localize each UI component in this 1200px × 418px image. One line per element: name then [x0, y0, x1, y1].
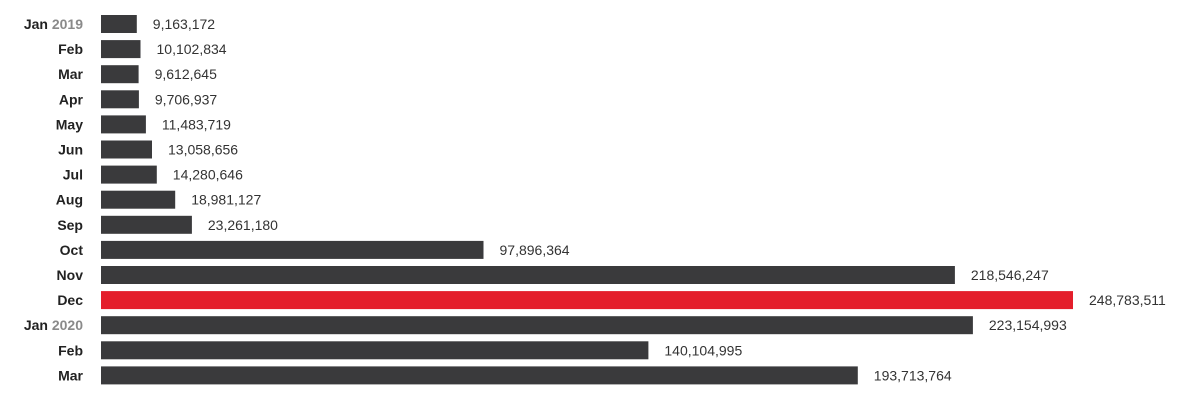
- category-month-10: Nov: [57, 267, 84, 283]
- category-month-11: Dec: [57, 292, 83, 308]
- value-label-8: 23,261,180: [208, 217, 278, 233]
- value-label-3: 9,706,937: [155, 91, 217, 107]
- category-month-2: Mar: [58, 66, 83, 82]
- bar-12: [101, 316, 973, 335]
- bar-13: [101, 341, 649, 360]
- value-label-1: 10,102,834: [157, 41, 227, 57]
- category-label-3: Apr: [59, 91, 84, 107]
- category-month-7: Aug: [56, 192, 83, 208]
- bar-2: [101, 65, 139, 84]
- bar-0: [101, 15, 137, 33]
- category-label-12: Jan 2020: [24, 317, 83, 333]
- bar-5: [101, 140, 152, 159]
- category-month-4: May: [56, 116, 83, 132]
- value-label-0: 9,163,172: [153, 16, 215, 32]
- value-label-7: 18,981,127: [191, 192, 261, 208]
- category-label-7: Aug: [56, 192, 83, 208]
- category-label-0: Jan 2019: [24, 16, 83, 32]
- bar-10: [101, 266, 955, 284]
- bar-14: [101, 366, 858, 385]
- category-month-6: Jul: [63, 167, 83, 183]
- category-month-8: Sep: [57, 217, 83, 233]
- category-label-9: Oct: [60, 242, 84, 258]
- category-month-14: Mar: [58, 367, 83, 383]
- value-label-5: 13,058,656: [168, 142, 238, 158]
- value-label-2: 9,612,645: [155, 66, 217, 82]
- bar-11: [101, 291, 1073, 310]
- category-label-14: Mar: [58, 367, 83, 383]
- bar-8: [101, 215, 192, 234]
- category-month-0: Jan: [24, 16, 48, 32]
- category-month-9: Oct: [60, 242, 84, 258]
- category-month-3: Apr: [59, 91, 84, 107]
- category-label-11: Dec: [57, 292, 83, 308]
- value-label-13: 140,104,995: [664, 342, 742, 358]
- category-month-5: Jun: [58, 142, 83, 158]
- value-label-10: 218,546,247: [971, 267, 1049, 283]
- category-month-12: Jan: [24, 317, 48, 333]
- bar-3: [101, 90, 139, 109]
- bar-6: [101, 165, 157, 184]
- value-label-11: 248,783,511: [1089, 292, 1166, 308]
- value-label-6: 14,280,646: [173, 167, 243, 183]
- bar-9: [101, 240, 484, 259]
- category-year-0: 2019: [48, 16, 83, 32]
- category-label-4: May: [56, 116, 83, 132]
- value-label-12: 223,154,993: [989, 317, 1067, 333]
- value-label-4: 11,483,719: [162, 116, 231, 132]
- category-label-1: Feb: [58, 41, 83, 57]
- bar-1: [101, 40, 141, 59]
- category-label-2: Mar: [58, 66, 83, 82]
- bar-7: [101, 190, 176, 209]
- category-label-10: Nov: [57, 267, 84, 283]
- category-month-13: Feb: [58, 342, 83, 358]
- category-year-12: 2020: [48, 317, 83, 333]
- category-month-1: Feb: [58, 41, 83, 57]
- value-label-9: 97,896,364: [500, 242, 570, 258]
- category-label-13: Feb: [58, 342, 83, 358]
- category-label-6: Jul: [63, 167, 83, 183]
- value-label-14: 193,713,764: [874, 367, 952, 383]
- category-label-5: Jun: [58, 142, 83, 158]
- bar-4: [101, 115, 146, 134]
- category-label-8: Sep: [57, 217, 83, 233]
